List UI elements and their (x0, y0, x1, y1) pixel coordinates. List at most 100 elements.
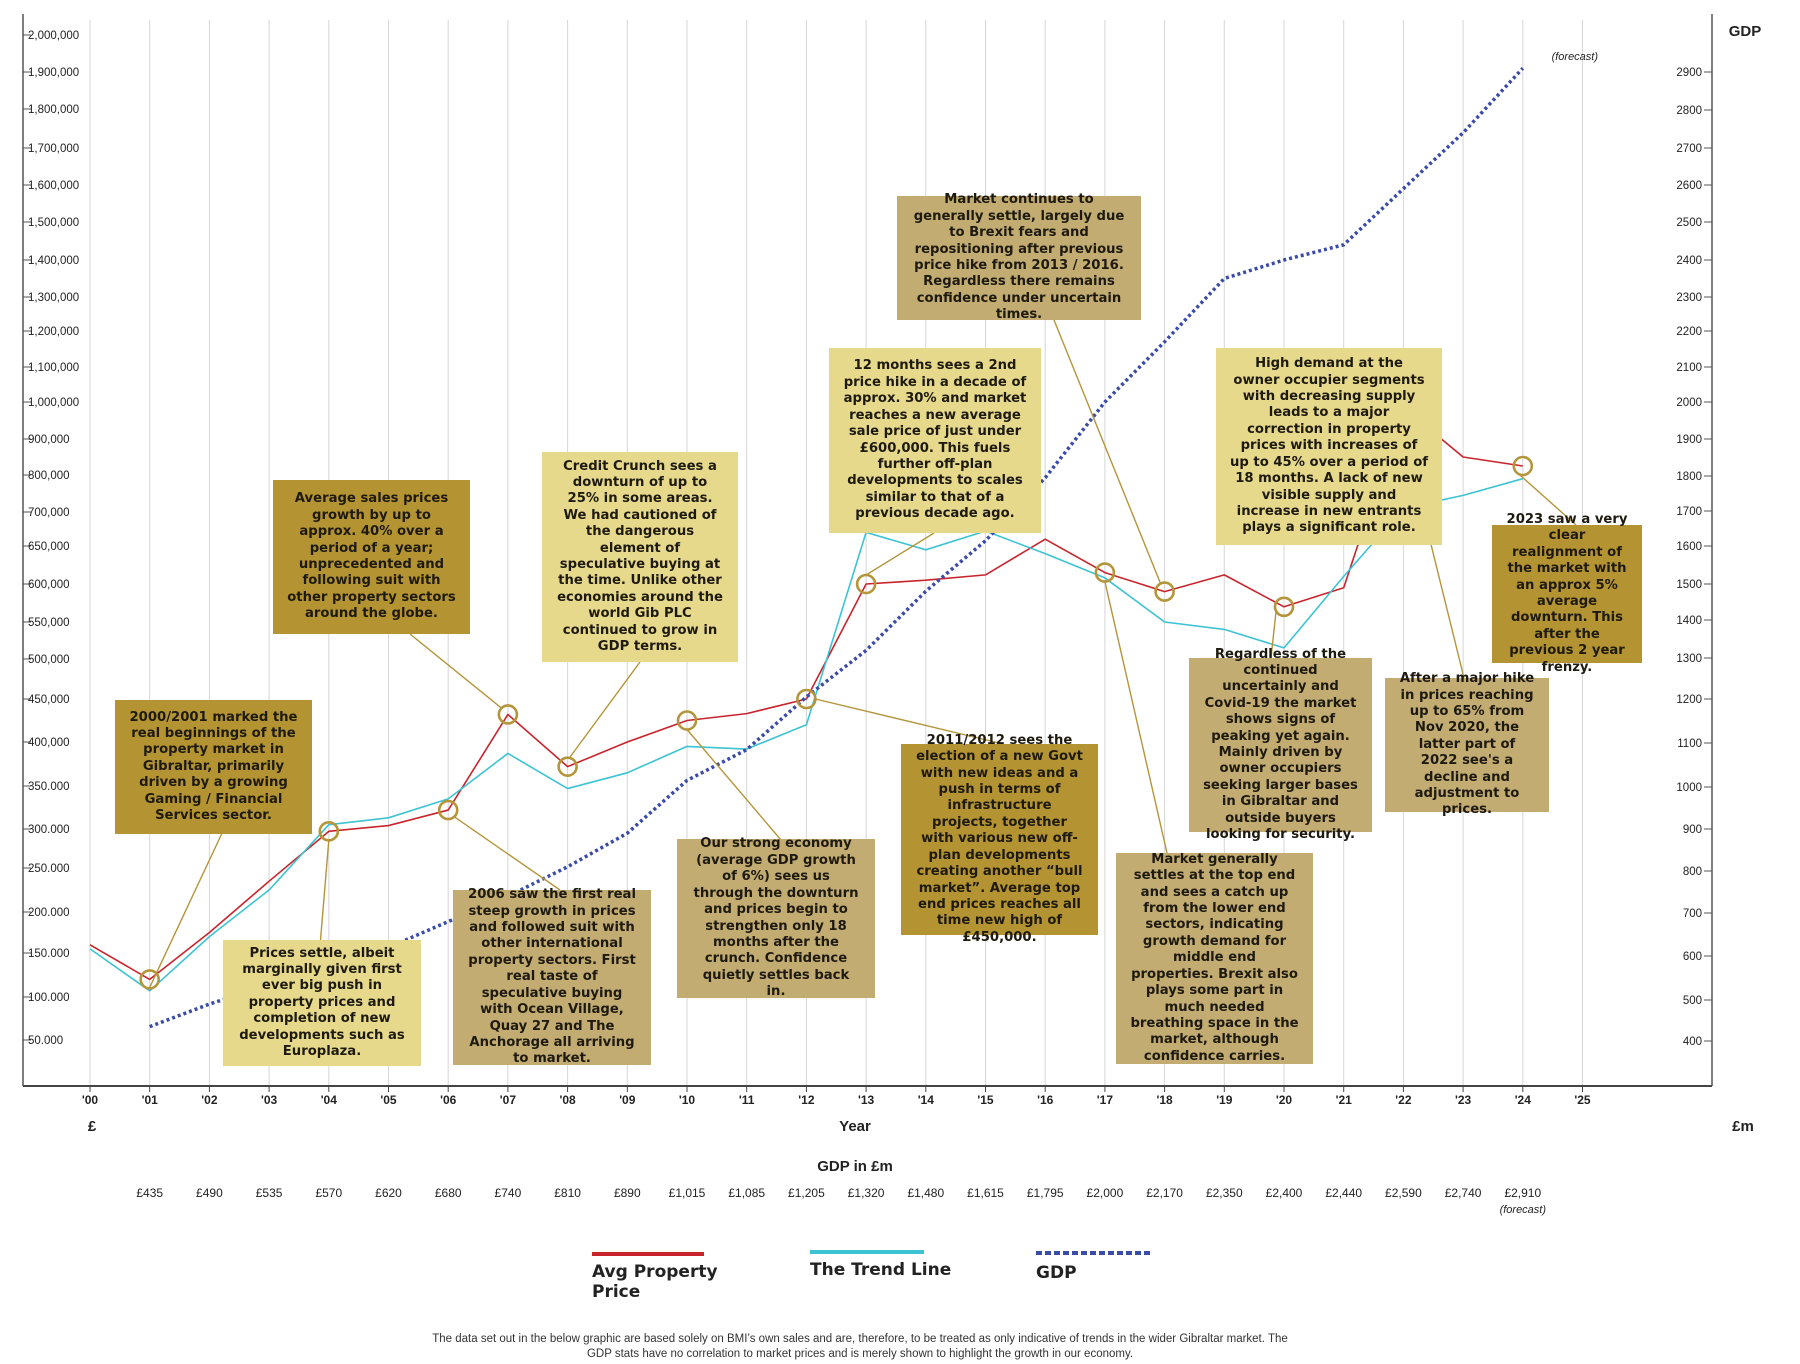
gdp-row-forecast-note: (forecast) (1500, 1204, 1547, 1216)
x-axis-tick-label: '17 (1097, 1093, 1114, 1107)
highlight-marker (1273, 596, 1295, 618)
annotation-2010-strong-economy: Our strong economy (average GDP growth o… (677, 836, 875, 999)
annotation-connector (686, 729, 782, 841)
gdp-row-value: £1,015 (669, 1186, 706, 1200)
annotation-connector (1270, 611, 1277, 659)
left-axis-tick-label: 500,000 (28, 654, 70, 666)
x-axis-tick-label: '14 (918, 1093, 935, 1107)
right-axis-tick-label: 400 (1683, 1036, 1702, 1048)
right-axis-tick-label: 1400 (1676, 615, 1702, 627)
right-axis-tick-label: 1300 (1676, 653, 1702, 665)
series-line-avg-property-price (89, 406, 1523, 981)
x-axis-tick-label: '01 (142, 1093, 159, 1107)
left-axis-tick-label: 150.000 (28, 948, 70, 960)
right-axis-tick-label: 700 (1683, 908, 1702, 920)
series-line-the-trend-line (89, 477, 1524, 992)
annotation-connector (569, 661, 641, 759)
right-axis-tick-label: 2300 (1676, 292, 1702, 304)
x-axis-tick-label: '24 (1515, 1093, 1532, 1107)
left-axis-tick-label: 900,000 (28, 434, 70, 446)
gdp-row-value: £1,205 (788, 1186, 825, 1200)
left-axis-tick-label: 250.000 (28, 863, 70, 875)
left-axis-tick-label: 200.000 (28, 907, 70, 919)
gdp-row-value: £1,615 (967, 1186, 1004, 1200)
right-axis-tick-label: 900 (1683, 824, 1702, 836)
x-axis-tick-label: '16 (1037, 1093, 1054, 1107)
right-axis-tick-label: 1900 (1676, 434, 1702, 446)
right-axis-tick-label: 2100 (1676, 362, 1702, 374)
left-axis-tick-label: 700,000 (28, 507, 70, 519)
legend-swatch-trend-line (810, 1250, 924, 1254)
x-axis-tick-label: '25 (1574, 1093, 1591, 1107)
left-axis-tick-label: 800,000 (28, 470, 70, 482)
gdp-row-value: £2,400 (1266, 1186, 1303, 1200)
gdp-row-value: £1,320 (848, 1186, 885, 1200)
left-axis-tick-label: 300.000 (28, 824, 70, 836)
gdp-row-value: £1,085 (728, 1186, 765, 1200)
left-axis-tick-label: 1,600,000 (28, 180, 79, 192)
annotation-2001-origins: 2000/2001 marked the real beginnings of … (115, 700, 312, 834)
gdp-row-value: £1,480 (907, 1186, 944, 1200)
gdp-row-value: £740 (495, 1186, 522, 1200)
x-axis-tick-label: '06 (440, 1093, 457, 1107)
highlight-marker (497, 704, 519, 725)
annotation-connector (1053, 319, 1162, 584)
right-axis-unit: £m (1732, 1118, 1754, 1135)
annotation-connector (1519, 474, 1577, 526)
x-axis-tick-label: '07 (500, 1093, 517, 1107)
left-axis-tick-label: 1,700,000 (28, 143, 79, 155)
left-axis-tick-label: 650,000 (28, 541, 70, 553)
left-axis-tick-label: 600,000 (28, 579, 70, 591)
gdp-row-value: £2,740 (1445, 1186, 1482, 1200)
x-axis-tick-label: '18 (1156, 1093, 1173, 1107)
highlight-marker (1154, 581, 1175, 602)
left-axis-tick-label: 400,000 (28, 737, 70, 749)
annotation-connector (815, 698, 1004, 745)
right-axis-title: GDP (1729, 23, 1762, 40)
annotation-2012-election: 2011/2012 sees the election of a new Gov… (901, 733, 1098, 945)
annotation-2006-steep-growth: 2006 saw the first real steep growth in … (453, 887, 651, 1066)
right-axis-tick-label: 1500 (1676, 579, 1702, 591)
x-axis-tick-label: '21 (1336, 1093, 1353, 1107)
x-axis-tick-label: '10 (679, 1093, 696, 1107)
annotation-2005-growth: Average sales prices growth by up to app… (273, 480, 470, 634)
right-axis-tick-label: 1100 (1677, 738, 1702, 750)
left-axis-tick-label: 2,000,000 (28, 30, 79, 42)
left-axis-tick-label: 350.000 (28, 781, 70, 793)
x-axis-tick-label: '22 (1395, 1093, 1412, 1107)
x-axis-tick-label: '03 (261, 1093, 278, 1107)
right-axis-tick-label: 2400 (1676, 255, 1702, 267)
x-axis-title: Year (839, 1118, 871, 1135)
legend-label-avg-price: Avg Property Price (592, 1262, 718, 1302)
gdp-row-value: £2,910 (1504, 1186, 1541, 1200)
highlight-marker (1512, 455, 1534, 477)
annotation-covid-peaking: Regardless of the continued uncertainly … (1189, 647, 1372, 842)
left-axis-tick-label: 50.000 (28, 1035, 63, 1047)
x-axis-tick-label: '12 (798, 1093, 815, 1107)
x-axis-tick-label: '11 (739, 1093, 755, 1107)
gdp-row-value: £435 (136, 1186, 163, 1200)
gdp-row-value: £620 (375, 1186, 402, 1200)
gdp-row-value: £570 (315, 1186, 342, 1200)
left-axis-unit: £ (88, 1118, 97, 1135)
x-axis-tick-label: '15 (977, 1093, 994, 1107)
gdp-forecast-note: (forecast) (1552, 51, 1599, 63)
gdp-row-value: £890 (614, 1186, 641, 1200)
disclaimer-note: The data set out in the below graphic ar… (432, 1333, 1288, 1360)
right-axis-tick-label: 1200 (1676, 694, 1702, 706)
x-axis-tick-label: '20 (1276, 1093, 1293, 1107)
annotation-2013-second-hike: 12 months sees a 2nd price hike in a dec… (829, 348, 1041, 533)
right-axis-tick-label: 2700 (1676, 143, 1702, 155)
right-axis-tick-label: 2900 (1676, 67, 1702, 79)
legend-swatch-gdp (1036, 1251, 1150, 1255)
highlight-marker (139, 969, 160, 990)
x-axis-tick-label: '09 (619, 1093, 636, 1107)
left-axis-tick-label: 1,300,000 (28, 292, 79, 304)
right-axis-tick-label: 2200 (1676, 326, 1702, 338)
left-axis-tick-label: 1,900,000 (28, 67, 79, 79)
right-axis-tick-label: 800 (1683, 866, 1702, 878)
right-axis-tick-label: 2800 (1676, 105, 1702, 117)
x-axis-tick-label: '13 (858, 1093, 875, 1107)
annotation-2023-realignment: 2023 saw a very clear realignment of the… (1492, 512, 1642, 675)
left-axis-tick-label: 1,800,000 (28, 104, 79, 116)
